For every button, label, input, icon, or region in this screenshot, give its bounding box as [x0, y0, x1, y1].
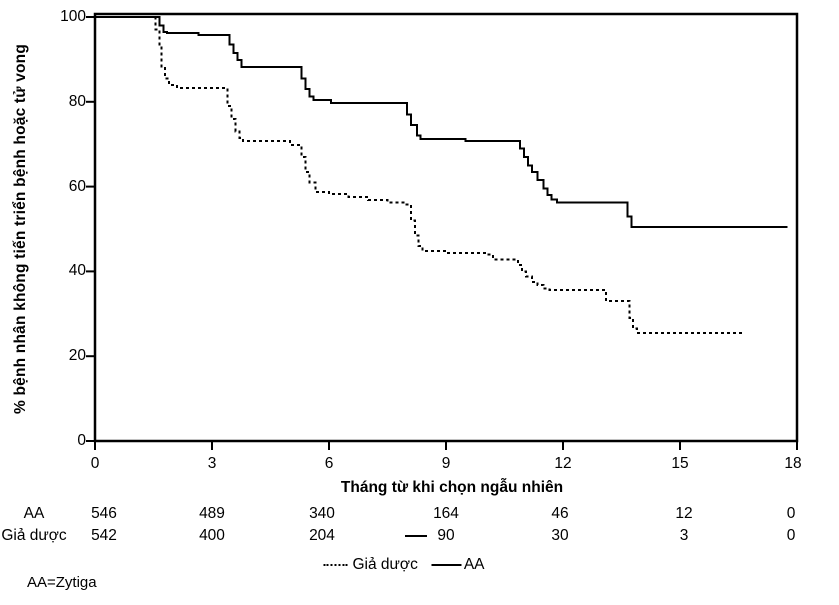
x-tick-label: 3 — [207, 455, 217, 472]
legend-label-placebo: Giả dược — [352, 556, 418, 573]
x-tick-label: 12 — [554, 455, 572, 472]
legend-solid-line-sample — [431, 564, 462, 566]
stray-solid-line-mark — [405, 535, 427, 537]
y-tick-label: 0 — [77, 432, 86, 449]
plot-frame — [93, 12, 799, 443]
legend: Giả dược AA — [323, 556, 485, 574]
x-tick-label: 6 — [324, 455, 334, 472]
at-risk-value: 204 — [309, 527, 335, 544]
at-risk-value: 542 — [91, 527, 117, 544]
y-tick-label: 100 — [60, 8, 86, 25]
km-curve-aa — [95, 16, 788, 228]
km-curve-placebo — [95, 16, 743, 334]
at-risk-value: 46 — [551, 505, 569, 522]
at-risk-value: 400 — [199, 527, 225, 544]
x-tick-label: 18 — [784, 455, 802, 472]
x-axis-label: Tháng từ khi chọn ngẫu nhiên — [340, 479, 564, 496]
footnote: AA=Zytiga — [27, 574, 97, 591]
x-tick-label: 0 — [90, 455, 100, 472]
at-risk-value: 489 — [199, 505, 225, 522]
at-risk-value: 0 — [786, 505, 796, 522]
at-risk-value: 164 — [433, 505, 459, 522]
at-risk-value: 90 — [437, 527, 455, 544]
at-risk-value: 340 — [309, 505, 335, 522]
y-axis-label: % bệnh nhân không tiến triển bệnh hoặc t… — [12, 43, 29, 415]
at-risk-value: 30 — [551, 527, 569, 544]
at-risk-row-label: AA — [23, 505, 45, 522]
x-tick-label: 9 — [441, 455, 451, 472]
y-tick-label: 20 — [68, 347, 86, 364]
y-tick-label: 40 — [68, 262, 86, 279]
legend-dashed-line-sample — [323, 564, 348, 566]
y-tick-label: 80 — [68, 93, 86, 110]
at-risk-value: 546 — [91, 505, 117, 522]
at-risk-value: 3 — [679, 527, 689, 544]
legend-label-aa: AA — [463, 556, 485, 573]
at-risk-row-label: Giả dược — [1, 527, 67, 544]
at-risk-value: 12 — [675, 505, 693, 522]
y-tick-label: 60 — [68, 178, 86, 195]
at-risk-value: 0 — [786, 527, 796, 544]
x-tick-label: 15 — [671, 455, 689, 472]
